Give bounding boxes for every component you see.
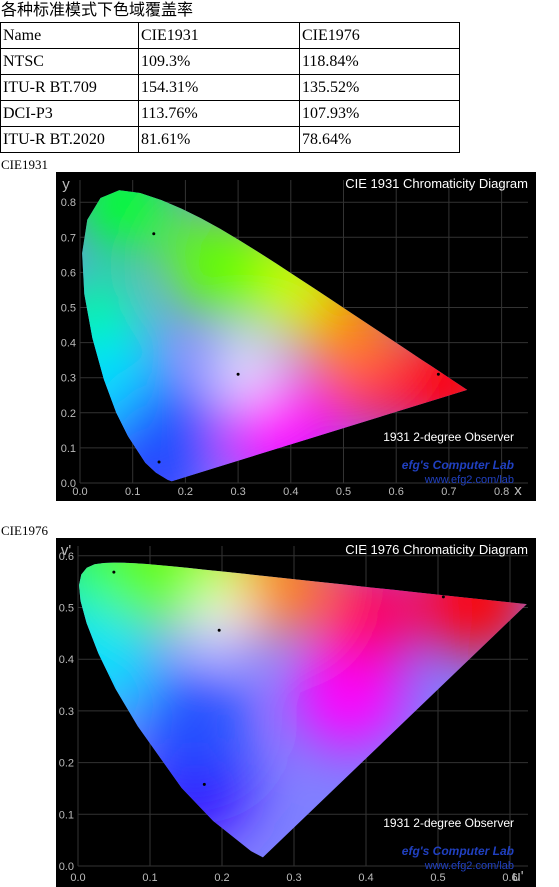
dot	[112, 570, 116, 574]
color-blob	[139, 667, 250, 778]
dot	[236, 372, 240, 376]
dot	[157, 460, 161, 464]
x-tick-label: 0.8	[494, 486, 509, 498]
x-tick-label: 0.6	[389, 486, 404, 498]
x-tick-label: 0.7	[441, 486, 456, 498]
figure-caption: CIE1931	[1, 157, 48, 172]
dot	[152, 232, 156, 236]
y-tick-label: 0.0	[61, 478, 76, 490]
cell: 135.52%	[299, 74, 460, 101]
row: ITU-R BT.2020 81.61% 78.64%	[0, 126, 460, 153]
y-tick-label: 0.2	[61, 408, 76, 420]
header-cell: Name	[0, 22, 139, 49]
header-cell: CIE1931	[138, 22, 300, 49]
y-tick-label: 0.2	[59, 758, 74, 770]
color-blob	[98, 562, 209, 631]
dot	[217, 628, 221, 632]
credit-label: efg's Computer Lab	[402, 458, 514, 472]
x-tick-label: 0.2	[214, 872, 229, 884]
color-blob	[79, 602, 157, 713]
y-tick-label: 0.6	[61, 267, 76, 279]
y-tick-label: 0.0	[59, 861, 74, 873]
x-axis-label: u'	[512, 868, 523, 885]
observer-label: 1931 2-degree Observer	[383, 430, 514, 444]
y-axis-label: y	[62, 176, 70, 193]
cell: 81.61%	[138, 126, 300, 153]
y-tick-label: 0.8	[61, 197, 76, 209]
chromaticity-diagram: 0.0 0.1 0.2 0.3 0.4 0.5 0.6 0.0 0.1 0.2 0.3 0.4 0.5 0…	[56, 538, 536, 887]
y-tick-label: 0.6	[59, 551, 74, 563]
cell: NTSC	[0, 48, 139, 75]
doc-title: 各种标准模式下色域覆盖率	[1, 2, 194, 19]
color-blob	[82, 190, 178, 258]
x-tick-label: 0.6	[502, 872, 517, 884]
x-tick-label: 0.4	[358, 872, 373, 884]
observer-label: 1931 2-degree Observer	[383, 816, 514, 830]
header-row: Name CIE1931 CIE1976	[0, 22, 460, 49]
cell: 107.93%	[299, 100, 460, 127]
x-tick-label: 0.0	[70, 872, 85, 884]
row: NTSC 109.3% 118.84%	[0, 48, 460, 75]
cell: ITU-R BT.709	[0, 74, 139, 101]
cell: ITU-R BT.2020	[0, 126, 139, 153]
cell: 78.64%	[299, 126, 460, 153]
dot	[441, 595, 445, 599]
y-tick-label: 0.4	[59, 654, 74, 666]
figure-caption: CIE1976	[1, 523, 48, 538]
x-tick-label: 0.0	[72, 486, 87, 498]
y-tick-label: 0.1	[59, 809, 74, 821]
y-tick-label: 0.1	[61, 443, 76, 455]
cell: 118.84%	[299, 48, 460, 75]
dot	[202, 782, 206, 786]
y-axis-label: v'	[61, 542, 72, 559]
color-blob	[213, 337, 274, 398]
x-tick-label: 0.1	[142, 872, 157, 884]
x-tick-label: 0.1	[125, 486, 140, 498]
y-tick-label: 0.5	[61, 303, 76, 315]
gamut-table: Name CIE1931 CIE1976 NTSC 109.3% 118.84%…	[0, 22, 460, 153]
cell: 109.3%	[138, 48, 300, 75]
chromaticity-diagram: 0.0 0.1 0.2 0.3 0.4 0.5 0.6 0.7 0.8 0.0 0.1 0.2 0.3 0…	[56, 172, 536, 501]
y-tick-label: 0.3	[61, 373, 76, 385]
header-cell: CIE1976	[299, 22, 460, 49]
diagram-title: CIE 1976 Chromaticity Diagram	[345, 542, 528, 557]
x-tick-label: 0.2	[178, 486, 193, 498]
x-tick-label: 0.3	[230, 486, 245, 498]
url-label: www.efg2.com/lab	[424, 860, 514, 872]
color-blob	[188, 593, 249, 654]
x-tick-label: 0.5	[430, 872, 445, 884]
x-tick-label: 0.4	[283, 486, 298, 498]
y-tick-label: 0.4	[61, 338, 76, 350]
dot	[436, 372, 440, 376]
cell: DCI-P3	[0, 100, 139, 127]
x-axis-label: x	[514, 482, 522, 499]
row: DCI-P3 113.76% 107.93%	[0, 100, 460, 127]
x-tick-label: 0.5	[336, 486, 351, 498]
cell: 154.31%	[138, 74, 300, 101]
url-label: www.efg2.com/lab	[424, 474, 514, 486]
cell: 113.76%	[138, 100, 300, 127]
credit-label: efg's Computer Lab	[402, 844, 514, 858]
x-tick-label: 0.3	[286, 872, 301, 884]
row: ITU-R BT.709 154.31% 135.52%	[0, 74, 460, 101]
y-tick-label: 0.7	[61, 232, 76, 244]
diagram-title: CIE 1931 Chromaticity Diagram	[345, 176, 528, 191]
y-tick-label: 0.5	[59, 603, 74, 615]
y-tick-label: 0.3	[59, 706, 74, 718]
